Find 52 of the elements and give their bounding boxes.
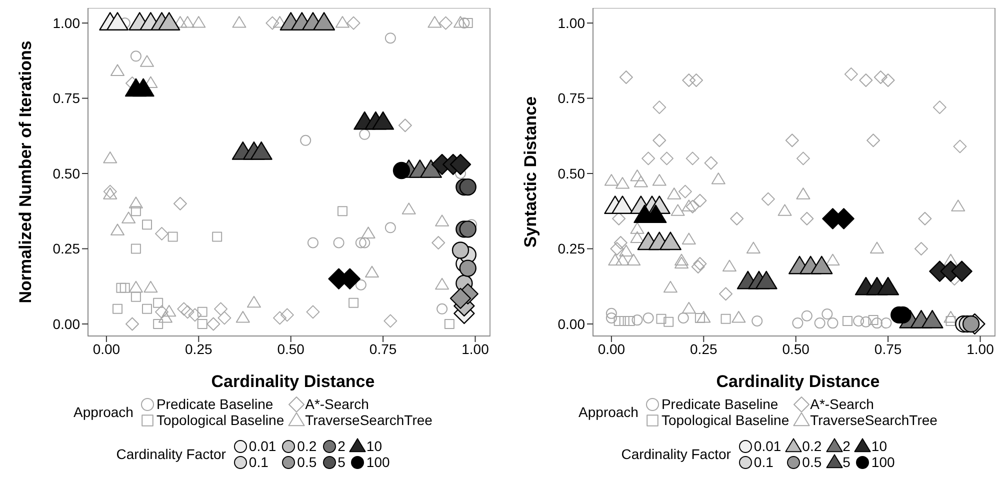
y-tick-label: 0.50 xyxy=(558,165,586,182)
text: Cardinality Factor xyxy=(621,446,731,462)
legend-label: TraverseSearchTree xyxy=(810,412,938,428)
x-tick-label: 0.00 xyxy=(598,340,626,357)
text: Cardinality Factor xyxy=(116,446,226,462)
y-tick-label: 0.00 xyxy=(558,316,586,332)
x-tick-label: 0.50 xyxy=(782,340,810,357)
y-tick-label: 0.25 xyxy=(558,240,586,257)
x-axis-title: Cardinality Distance xyxy=(210,372,376,392)
legend-label: Topological Baseline xyxy=(661,412,790,428)
legend-label: 5 xyxy=(338,454,346,470)
legend-label: 0.01 xyxy=(754,438,782,454)
legend-label: 2 xyxy=(338,438,346,454)
legend-label: A*-Search xyxy=(810,396,874,412)
x-axis-title: Cardinality Distance xyxy=(715,372,881,392)
legend-label: A*-Search xyxy=(305,396,369,412)
x-tick-label: 0.25 xyxy=(185,340,212,357)
legend-label: 0.1 xyxy=(248,454,268,470)
legend-label: 5 xyxy=(842,454,850,470)
x-tick-label: 0.25 xyxy=(690,340,718,357)
x-tick-label: 0.75 xyxy=(369,340,397,357)
legend-label: 0.01 xyxy=(248,438,276,454)
legend-label: 100 xyxy=(871,454,895,470)
legend-label: 100 xyxy=(366,454,390,470)
legend-label: 10 xyxy=(366,438,382,454)
y-axis-title: Normalized Number of Iterations xyxy=(16,40,36,304)
legend-label: 2 xyxy=(842,438,850,454)
x-tick-label: 0.50 xyxy=(277,340,305,357)
y-tick-label: 0.50 xyxy=(52,165,80,182)
legend-label: 0.5 xyxy=(297,454,317,470)
legend-title: Approach xyxy=(578,404,638,420)
y-tick-label: 0.75 xyxy=(52,90,80,106)
x-tick-label: 1.00 xyxy=(966,340,994,357)
legend-label: 0.2 xyxy=(802,438,822,454)
x-tick-label: 1.00 xyxy=(462,340,490,357)
legend-label: 10 xyxy=(871,438,887,454)
y-tick-label: 0.75 xyxy=(558,90,586,106)
y-axis-title: Syntactic Distance xyxy=(521,96,541,248)
legend-label: Predicate Baseline xyxy=(661,396,778,412)
legend-label: Predicate Baseline xyxy=(156,396,274,412)
y-tick-label: 1.00 xyxy=(52,15,80,32)
y-tick-label: 0.25 xyxy=(52,240,80,257)
y-tick-label: 0.00 xyxy=(52,316,80,332)
x-tick-label: 0.75 xyxy=(874,340,902,357)
legend-label: 0.1 xyxy=(754,454,774,470)
legend-label: 0.2 xyxy=(297,438,317,454)
legend-label: TraverseSearchTree xyxy=(305,412,432,428)
legend-label: Topological Baseline xyxy=(156,412,284,428)
x-tick-label: 0.00 xyxy=(92,340,120,357)
legend-title: Approach xyxy=(74,404,134,420)
legend-label: 0.5 xyxy=(802,454,822,470)
y-tick-label: 1.00 xyxy=(558,15,586,32)
